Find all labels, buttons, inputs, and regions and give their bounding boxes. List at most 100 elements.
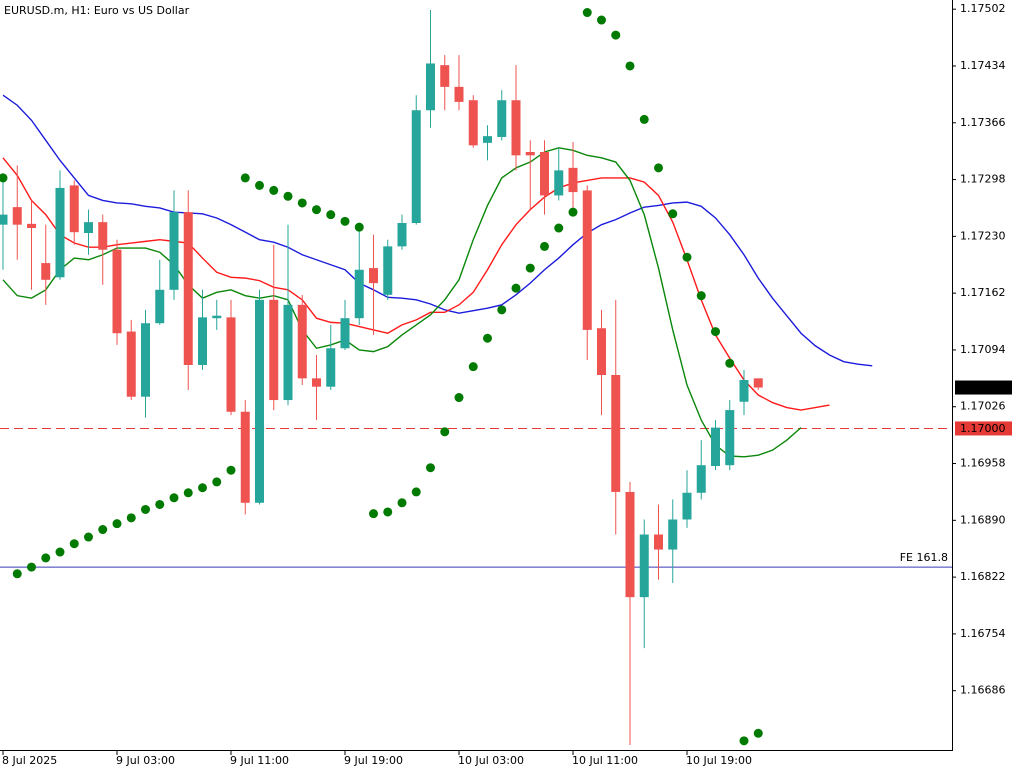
- plot-area: [0, 8, 952, 746]
- candle-body: [597, 328, 606, 375]
- y-tick-label: 1.17162: [960, 286, 1006, 299]
- candle-body: [568, 167, 578, 193]
- chart-title: EURUSD.m, H1: Euro vs US Dollar: [4, 4, 190, 17]
- sar-dot: [597, 15, 606, 25]
- sar-dot: [326, 210, 336, 220]
- sar-dot: [440, 427, 450, 437]
- sar-dot: [297, 198, 307, 208]
- sar-dot: [511, 283, 521, 293]
- indicator-line: [2, 157, 830, 411]
- candle-body: [141, 323, 150, 397]
- candle-body: [582, 190, 592, 330]
- sar-dot: [554, 223, 564, 233]
- candle-body: [654, 534, 663, 550]
- candle-body: [183, 212, 193, 365]
- y-tick-label: 1.17434: [960, 59, 1006, 72]
- fib-level-label: FE 161.8: [900, 551, 948, 564]
- candle-body: [226, 317, 236, 412]
- sar-dot: [283, 191, 293, 201]
- candle-body: [354, 269, 364, 319]
- y-tick-label: 1.17026: [960, 400, 1006, 413]
- indicator-line: [2, 147, 802, 458]
- candle-body: [255, 299, 264, 503]
- candle-body: [12, 207, 22, 225]
- sar-dot: [639, 114, 649, 124]
- sar-dot: [340, 216, 350, 226]
- y-tick-label: 1.16958: [960, 457, 1006, 470]
- candle-body: [397, 222, 407, 247]
- candle-body: [739, 380, 749, 402]
- candle-body: [98, 222, 108, 250]
- candle-body: [682, 492, 692, 520]
- candle-body: [340, 318, 350, 349]
- sar-dot: [753, 728, 763, 738]
- candle-body: [0, 214, 8, 225]
- price-tag: [955, 421, 1012, 436]
- candle-body: [753, 378, 763, 388]
- sar-dot: [255, 180, 264, 190]
- candle-body: [454, 86, 464, 102]
- candle-body: [155, 289, 165, 324]
- candle-body: [554, 170, 564, 196]
- sar-dot: [682, 252, 692, 262]
- sar-dot: [354, 222, 364, 232]
- sar-dot: [540, 241, 549, 251]
- y-tick-label: 1.16890: [960, 513, 1006, 526]
- sar-dot: [611, 30, 621, 40]
- candle-body: [383, 246, 393, 295]
- sar-dot: [112, 519, 122, 529]
- candle-body: [369, 268, 378, 284]
- sar-dot: [212, 477, 222, 487]
- candle-body: [540, 152, 549, 196]
- candle-body: [240, 411, 250, 503]
- x-tick-label: 10 Jul 03:00: [458, 754, 524, 767]
- sar-dot: [483, 333, 492, 343]
- sar-dot: [411, 487, 421, 497]
- sar-dot: [269, 185, 279, 195]
- y-tick-label: 1.17298: [960, 173, 1006, 186]
- candle-body: [497, 100, 507, 137]
- sar-dot: [369, 509, 378, 519]
- x-tick-label: 10 Jul 11:00: [572, 754, 638, 767]
- candle-body: [198, 317, 207, 365]
- sar-dot: [711, 327, 720, 337]
- sar-dot: [725, 358, 735, 368]
- sar-dot: [668, 209, 678, 219]
- x-tick-label: 10 Jul 19:00: [686, 754, 752, 767]
- price-tag: [955, 380, 1012, 395]
- y-tick-label: 1.17094: [960, 343, 1006, 356]
- candle-body: [326, 348, 336, 387]
- x-tick-label: 9 Jul 03:00: [116, 754, 175, 767]
- sar-dot: [454, 393, 464, 403]
- sar-dot: [69, 539, 79, 549]
- price-tag-label: 1.17049: [960, 381, 1006, 394]
- x-tick-label: 8 Jul 2025: [2, 754, 57, 767]
- candle-body: [625, 491, 635, 598]
- x-tick-label: 9 Jul 11:00: [230, 754, 289, 767]
- candle-body: [611, 375, 621, 492]
- candle-body: [212, 315, 222, 319]
- sar-dot: [226, 465, 236, 475]
- sar-dot: [169, 493, 179, 503]
- candle-body: [69, 185, 79, 233]
- candle-body: [511, 100, 521, 156]
- sar-dot: [383, 507, 393, 517]
- sar-dot: [41, 553, 51, 563]
- sar-dot: [55, 547, 65, 557]
- y-tick-label: 1.16754: [960, 627, 1006, 640]
- candle-body: [711, 427, 720, 467]
- candle-body: [639, 534, 649, 598]
- candle-body: [169, 212, 179, 290]
- sar-dot: [497, 305, 507, 315]
- candle-body: [440, 65, 450, 87]
- sar-dot: [468, 362, 478, 372]
- candle-body: [725, 410, 735, 466]
- sar-dot: [126, 513, 136, 523]
- sar-dot: [426, 463, 435, 473]
- candle-body: [84, 222, 93, 234]
- sar-dot: [625, 61, 635, 71]
- sar-dot: [240, 173, 250, 183]
- candle-body: [269, 299, 279, 401]
- sar-dot: [27, 562, 36, 572]
